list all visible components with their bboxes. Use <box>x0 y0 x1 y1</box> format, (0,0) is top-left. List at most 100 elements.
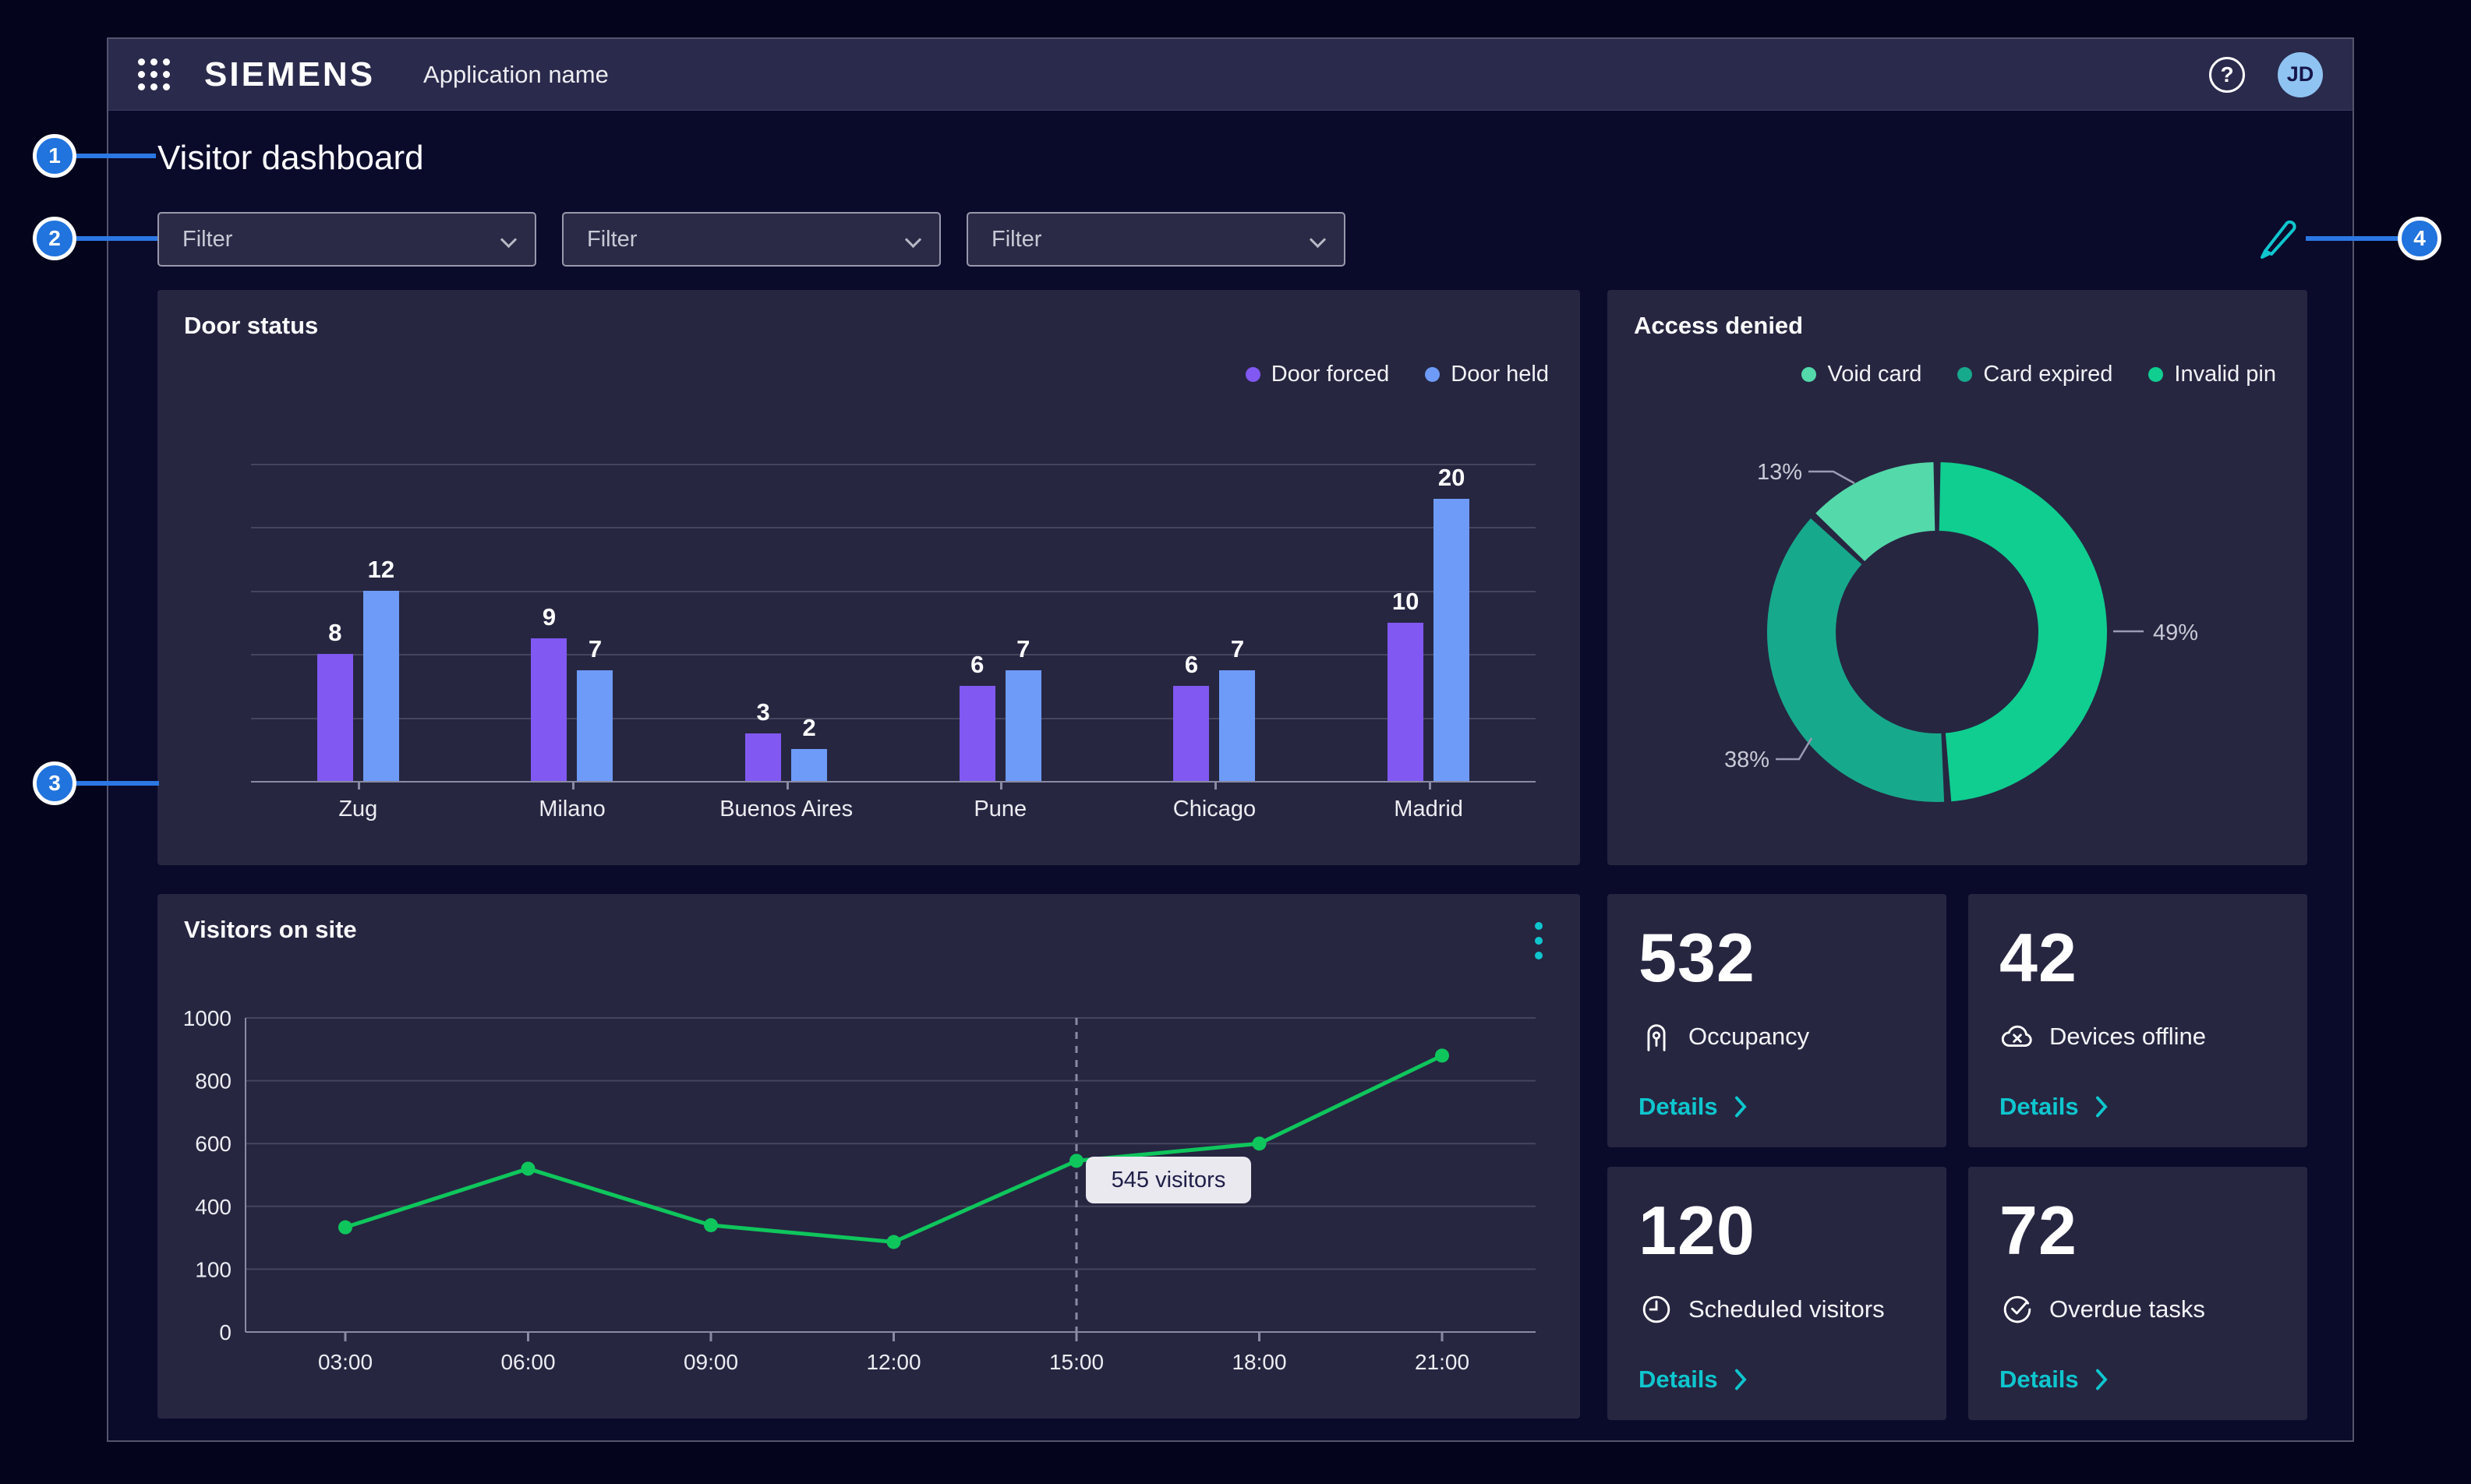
details-label: Details <box>1999 1366 2079 1393</box>
filter-row: Filter Filter Filter <box>157 212 1345 267</box>
x-axis-label: Chicago <box>1172 797 1257 822</box>
bar-value-label: 8 <box>328 619 342 647</box>
bar-value-label: 20 <box>1437 464 1465 491</box>
legend-item-door-held: Door held <box>1425 362 1549 387</box>
kpi-value: 42 <box>1999 919 2077 996</box>
kpi-label: Scheduled visitors <box>1688 1295 1885 1323</box>
filter-dropdown-3[interactable]: Filter <box>967 212 1345 267</box>
annotation-line-2 <box>75 236 157 241</box>
legend-item-void-card: Void card <box>1801 362 1921 387</box>
legend-label: Void card <box>1827 362 1922 387</box>
bar-value-label: 10 <box>1391 587 1419 615</box>
check-circle-icon <box>2003 1295 2031 1323</box>
annotation-line-1 <box>75 154 156 158</box>
help-icon[interactable]: ? <box>2209 56 2245 93</box>
bar <box>745 733 782 781</box>
kpi-card-overdue-tasks: 72 Overdue tasks Details <box>1968 1167 2307 1420</box>
donut-slice-card-expired <box>1767 518 1945 802</box>
page-title: Visitor dashboard <box>157 139 424 177</box>
legend-item-door-forced: Door forced <box>1245 362 1390 387</box>
visitors-line-chart: 0 100 400 600 800 1000 03:00 06:00 09:00 12:00 15:… <box>183 1006 1536 1374</box>
donut-percent-label: 49% <box>2153 620 2198 645</box>
legend-item-card-expired: Card expired <box>1957 362 2112 387</box>
bar-column: 2 <box>791 464 828 781</box>
filter-label: Filter <box>587 226 638 252</box>
bar <box>316 654 353 781</box>
bar <box>1219 670 1256 781</box>
kebab-menu-icon[interactable] <box>1530 917 1547 964</box>
kpi-label-row: Occupancy <box>1638 1019 1915 1055</box>
bar <box>1005 670 1041 781</box>
edit-pencil-icon[interactable] <box>2248 209 2307 268</box>
bar <box>531 638 567 781</box>
bar <box>959 685 995 781</box>
bar-column: 6 <box>1173 464 1210 781</box>
access-denied-legend: Void card Card expired Invalid pin <box>1801 362 2276 387</box>
kpi-value: 120 <box>1638 1192 1755 1269</box>
bar <box>791 749 828 781</box>
x-axis-label: 06:00 <box>500 1350 555 1374</box>
bar <box>1433 499 1470 781</box>
access-denied-donut-chart: 13% 49% 38% <box>1724 460 2198 802</box>
bar-value-label: 7 <box>588 634 603 662</box>
y-axis-label: 400 <box>195 1195 232 1219</box>
bar-column: 7 <box>577 464 613 781</box>
filter-label: Filter <box>992 226 1042 252</box>
bar-column: 9 <box>531 464 567 781</box>
kpi-card-occupancy: 532 Occupancy Details <box>1607 894 1946 1147</box>
bar-group-zug: 8 12 Zug <box>316 464 399 822</box>
door-status-card: Door status Door forced Door held 8 12 Zug… <box>157 290 1580 865</box>
annotation-badge-4: 4 <box>2398 217 2441 260</box>
legend-item-invalid-pin: Invalid pin <box>2148 362 2276 387</box>
details-link[interactable]: Details <box>1999 1093 2109 1121</box>
kpi-label: Overdue tasks <box>2049 1295 2205 1323</box>
bar-group-buenos-aires: 3 2 Buenos Aires <box>719 464 853 822</box>
bar-group-milano: 9 7 Milano <box>531 464 613 822</box>
legend-label: Invalid pin <box>2174 362 2276 387</box>
donut-percent-label: 38% <box>1724 747 1769 772</box>
y-axis-label: 800 <box>195 1069 232 1094</box>
annotation-badge-3: 3 <box>33 761 76 805</box>
legend-label: Door forced <box>1271 362 1390 387</box>
gridline <box>251 527 1536 529</box>
bar-group-chicago: 6 7 Chicago <box>1173 464 1256 822</box>
details-link[interactable]: Details <box>1638 1093 1748 1121</box>
bar-value-label: 7 <box>1016 634 1030 662</box>
legend-dot <box>1957 367 1973 382</box>
bar-column: 6 <box>959 464 995 781</box>
kpi-value: 72 <box>1999 1192 2077 1269</box>
x-axis-label: 03:00 <box>318 1350 373 1374</box>
topbar-actions: ? JD <box>2209 51 2323 97</box>
kpi-label: Devices offline <box>2049 1023 2207 1050</box>
occupancy-icon <box>1647 1024 1666 1051</box>
app-launcher-icon[interactable] <box>138 58 170 90</box>
bar-value-label: 9 <box>542 602 557 631</box>
details-label: Details <box>1999 1093 2079 1120</box>
chevron-right-icon <box>2095 1369 2108 1390</box>
details-link[interactable]: Details <box>1999 1366 2109 1394</box>
annotation-badge-2: 2 <box>33 217 76 260</box>
top-bar: SIEMENS Application name ? JD <box>108 39 2353 111</box>
bar-value-label: 12 <box>367 555 395 583</box>
x-axis-label: Zug <box>338 797 378 822</box>
clock-icon <box>1642 1295 1670 1323</box>
kpi-value: 532 <box>1638 919 1755 996</box>
app-frame: SIEMENS Application name ? JD Visitor da… <box>107 37 2354 1442</box>
details-link[interactable]: Details <box>1638 1366 1748 1394</box>
chart-tooltip: 545 visitors <box>1086 1157 1251 1203</box>
data-point-03:00 <box>338 1220 352 1235</box>
annotation-badge-1: 1 <box>33 134 76 178</box>
x-axis-label: 12:00 <box>866 1350 921 1374</box>
data-point-09:00 <box>704 1217 718 1232</box>
application-name: Application name <box>423 60 609 88</box>
x-axis-label: 18:00 <box>1232 1350 1286 1374</box>
door-status-legend: Door forced Door held <box>1245 362 1549 387</box>
gridline <box>251 590 1536 592</box>
bar <box>1173 685 1210 781</box>
y-axis-label: 600 <box>195 1132 232 1156</box>
filter-dropdown-2[interactable]: Filter <box>562 212 941 267</box>
gridline <box>251 717 1536 719</box>
filter-dropdown-1[interactable]: Filter <box>157 212 536 267</box>
x-axis-label: 15:00 <box>1049 1350 1104 1374</box>
avatar[interactable]: JD <box>2278 51 2323 97</box>
